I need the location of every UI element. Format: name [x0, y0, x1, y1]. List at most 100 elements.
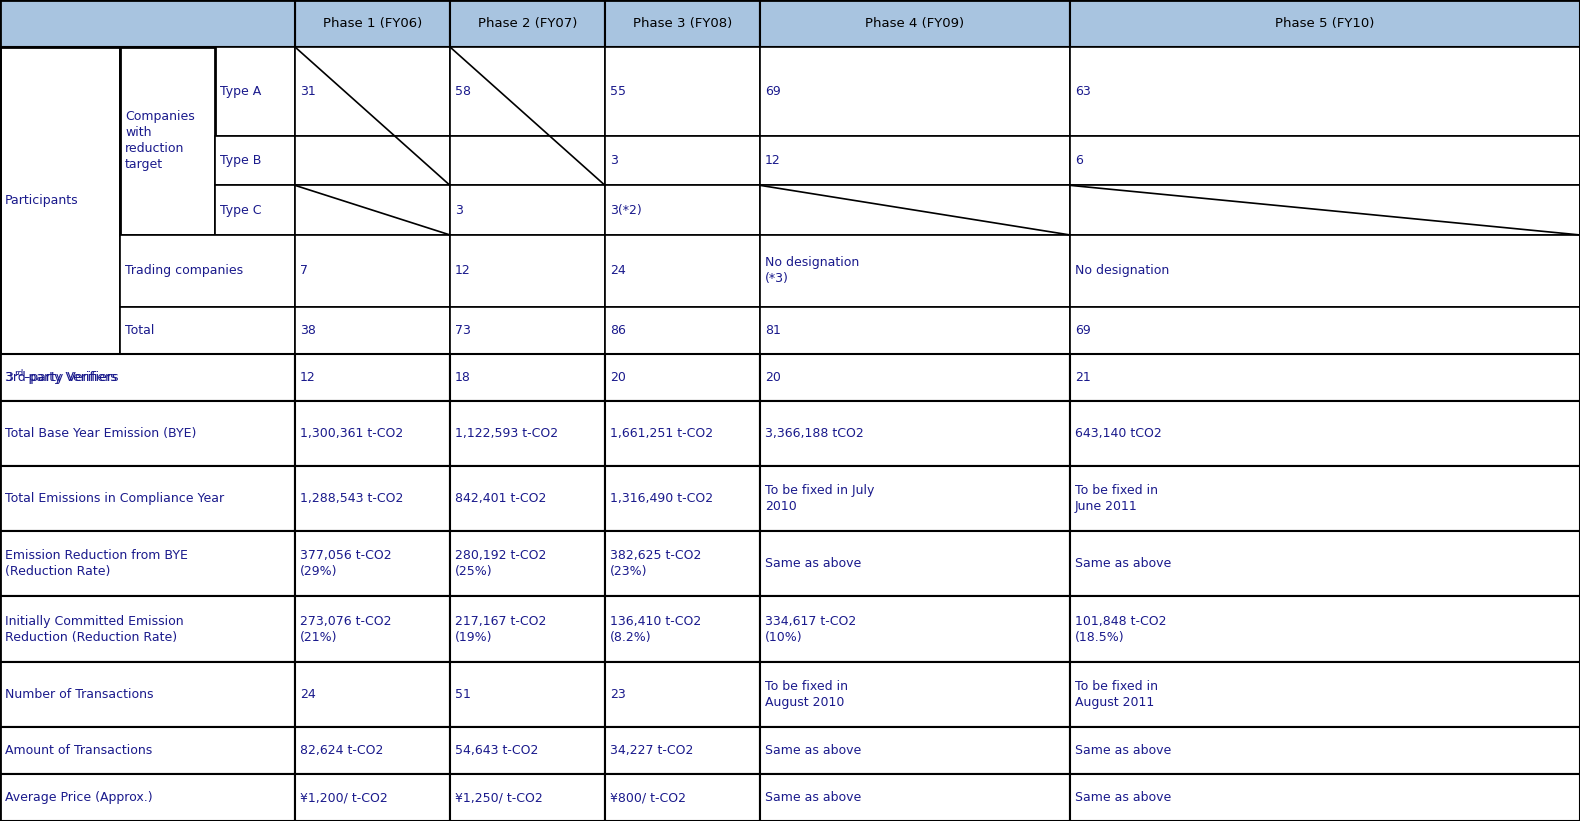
Bar — [0, 466, 295, 531]
Bar — [760, 401, 1070, 466]
Text: Type B: Type B — [220, 154, 261, 167]
Bar — [295, 662, 450, 727]
Bar — [0, 0, 1580, 47]
Text: 20: 20 — [610, 371, 626, 383]
Bar — [605, 401, 760, 466]
Text: 73: 73 — [455, 323, 471, 337]
Bar — [605, 662, 760, 727]
Bar — [295, 354, 450, 401]
Text: 21: 21 — [1074, 371, 1090, 383]
Bar — [760, 662, 1070, 727]
Bar — [760, 307, 1070, 354]
Bar — [605, 135, 760, 186]
Text: 1,300,361 t-CO2: 1,300,361 t-CO2 — [300, 427, 403, 440]
Bar — [1070, 531, 1580, 597]
Bar — [295, 727, 450, 774]
Bar — [1070, 727, 1580, 774]
Bar — [0, 774, 295, 821]
Text: 6: 6 — [1074, 154, 1082, 167]
Text: Emission Reduction from BYE
(Reduction Rate): Emission Reduction from BYE (Reduction R… — [5, 549, 188, 578]
Text: Companies
with
reduction
target: Companies with reduction target — [125, 111, 194, 172]
Text: 81: 81 — [765, 323, 781, 337]
Text: Phase 1 (FY06): Phase 1 (FY06) — [322, 17, 422, 30]
Bar — [295, 47, 450, 135]
Bar — [1070, 186, 1580, 235]
Bar — [605, 354, 760, 401]
Bar — [1070, 235, 1580, 307]
Text: 12: 12 — [300, 371, 316, 383]
Bar — [295, 135, 450, 186]
Text: 51: 51 — [455, 688, 471, 701]
Bar — [1070, 135, 1580, 186]
Bar — [0, 531, 295, 597]
Text: 101,848 t-CO2
(18.5%): 101,848 t-CO2 (18.5%) — [1074, 615, 1166, 644]
Text: 3rd-party Verifiers: 3rd-party Verifiers — [5, 371, 118, 383]
Text: 82,624 t-CO2: 82,624 t-CO2 — [300, 744, 384, 757]
Text: Amount of Transactions: Amount of Transactions — [5, 744, 152, 757]
Text: 23: 23 — [610, 688, 626, 701]
Text: 12: 12 — [765, 154, 781, 167]
Text: Total Base Year Emission (BYE): Total Base Year Emission (BYE) — [5, 427, 196, 440]
Text: ¥800/ t-CO2: ¥800/ t-CO2 — [610, 791, 686, 804]
Bar — [450, 235, 605, 307]
Bar — [605, 0, 760, 47]
Bar — [215, 47, 295, 135]
Text: Type A: Type A — [220, 85, 261, 98]
Text: 18: 18 — [455, 371, 471, 383]
Bar — [450, 354, 605, 401]
Text: rd: rd — [14, 369, 24, 378]
Text: 24: 24 — [300, 688, 316, 701]
Bar — [760, 235, 1070, 307]
Bar — [760, 597, 1070, 662]
Text: Participants: Participants — [5, 194, 79, 207]
Text: 55: 55 — [610, 85, 626, 98]
Text: Total Emissions in Compliance Year: Total Emissions in Compliance Year — [5, 492, 224, 505]
Bar — [605, 307, 760, 354]
Text: Same as above: Same as above — [1074, 744, 1171, 757]
Text: 273,076 t-CO2
(21%): 273,076 t-CO2 (21%) — [300, 615, 392, 644]
Text: 1,288,543 t-CO2: 1,288,543 t-CO2 — [300, 492, 403, 505]
Text: Same as above: Same as above — [1074, 557, 1171, 571]
Bar — [295, 235, 450, 307]
Text: ¥1,200/ t-CO2: ¥1,200/ t-CO2 — [300, 791, 387, 804]
Text: Phase 2 (FY07): Phase 2 (FY07) — [477, 17, 577, 30]
Text: 12: 12 — [455, 264, 471, 277]
Bar — [295, 466, 450, 531]
Text: Same as above: Same as above — [765, 744, 861, 757]
Text: 34,227 t-CO2: 34,227 t-CO2 — [610, 744, 694, 757]
Text: ¥1,250/ t-CO2: ¥1,250/ t-CO2 — [455, 791, 544, 804]
Text: 643,140 tCO2: 643,140 tCO2 — [1074, 427, 1161, 440]
Bar — [295, 401, 450, 466]
Text: To be fixed in
June 2011: To be fixed in June 2011 — [1074, 484, 1158, 513]
Bar — [1070, 597, 1580, 662]
Text: 1,122,593 t-CO2: 1,122,593 t-CO2 — [455, 427, 558, 440]
Bar — [760, 47, 1070, 135]
Bar — [450, 531, 605, 597]
Bar — [295, 307, 450, 354]
Text: 20: 20 — [765, 371, 781, 383]
Bar — [0, 354, 295, 401]
Bar — [0, 0, 295, 47]
Text: 7: 7 — [300, 264, 308, 277]
Text: Average Price (Approx.): Average Price (Approx.) — [5, 791, 153, 804]
Text: 3(*2): 3(*2) — [610, 204, 641, 217]
Bar — [0, 662, 295, 727]
Bar — [215, 186, 295, 235]
Text: 31: 31 — [300, 85, 316, 98]
Bar — [450, 47, 605, 135]
Text: Type C: Type C — [220, 204, 262, 217]
Bar — [605, 235, 760, 307]
Bar — [1070, 307, 1580, 354]
Text: Number of Transactions: Number of Transactions — [5, 688, 153, 701]
Bar — [760, 0, 1070, 47]
Text: 136,410 t-CO2
(8.2%): 136,410 t-CO2 (8.2%) — [610, 615, 702, 644]
Bar — [1070, 401, 1580, 466]
Text: No designation: No designation — [1074, 264, 1169, 277]
Text: No designation
(*3): No designation (*3) — [765, 256, 860, 286]
Bar — [215, 135, 295, 186]
Text: To be fixed in July
2010: To be fixed in July 2010 — [765, 484, 874, 513]
Bar — [1070, 466, 1580, 531]
Text: Same as above: Same as above — [765, 557, 861, 571]
Text: 842,401 t-CO2: 842,401 t-CO2 — [455, 492, 547, 505]
Bar — [120, 307, 295, 354]
